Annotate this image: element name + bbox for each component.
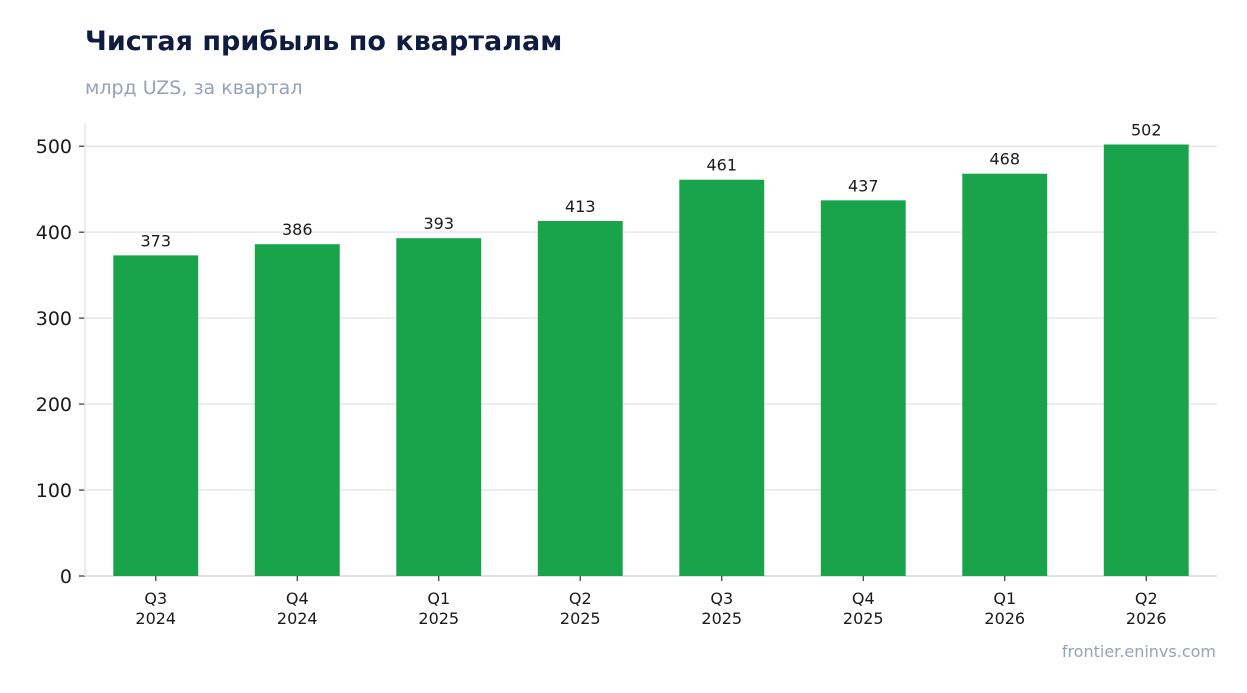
y-tick-label: 0 xyxy=(60,566,72,588)
bar xyxy=(1103,144,1189,576)
x-tick-label: Q3 xyxy=(144,589,167,608)
x-tick-label: Q4 xyxy=(852,589,875,608)
bar-value-label: 468 xyxy=(989,150,1020,169)
x-tick-label: Q4 xyxy=(286,589,309,608)
bar-value-label: 413 xyxy=(565,197,596,216)
y-tick-label: 400 xyxy=(36,222,72,244)
x-tick-label: 2026 xyxy=(1126,609,1167,628)
x-tick-label: Q1 xyxy=(993,589,1016,608)
y-tick-label: 500 xyxy=(36,136,72,158)
x-tick-label: Q2 xyxy=(1135,589,1158,608)
x-tick-label: Q1 xyxy=(427,589,450,608)
bar-value-label: 502 xyxy=(1131,120,1162,139)
bar xyxy=(254,244,340,576)
bar xyxy=(113,255,199,576)
chart-subtitle: млрд UZS, за квартал xyxy=(85,77,303,99)
bar xyxy=(820,200,906,576)
bar xyxy=(679,179,765,576)
x-tick-label: Q2 xyxy=(569,589,592,608)
bar-value-label: 373 xyxy=(140,231,171,250)
bar-value-label: 386 xyxy=(282,220,313,239)
y-tick-label: 300 xyxy=(36,308,72,330)
bar xyxy=(396,238,482,576)
bar-value-label: 393 xyxy=(423,214,454,233)
chart-title: Чистая прибыль по кварталам xyxy=(85,26,563,57)
bar-value-label: 461 xyxy=(706,156,737,175)
x-tick-label: 2025 xyxy=(701,609,742,628)
y-tick-label: 100 xyxy=(36,480,72,502)
x-tick-label: 2026 xyxy=(984,609,1025,628)
x-tick-label: Q3 xyxy=(710,589,733,608)
source-link[interactable]: frontier.eninvs.com xyxy=(1061,642,1216,661)
x-tick-label: 2025 xyxy=(560,609,601,628)
x-tick-label: 2025 xyxy=(418,609,459,628)
x-tick-label: 2024 xyxy=(277,609,318,628)
x-tick-label: 2024 xyxy=(135,609,176,628)
y-tick-label: 200 xyxy=(36,394,72,416)
x-tick-label: 2025 xyxy=(843,609,884,628)
bar-value-label: 437 xyxy=(848,176,879,195)
bar xyxy=(537,220,623,576)
bar xyxy=(962,173,1048,576)
